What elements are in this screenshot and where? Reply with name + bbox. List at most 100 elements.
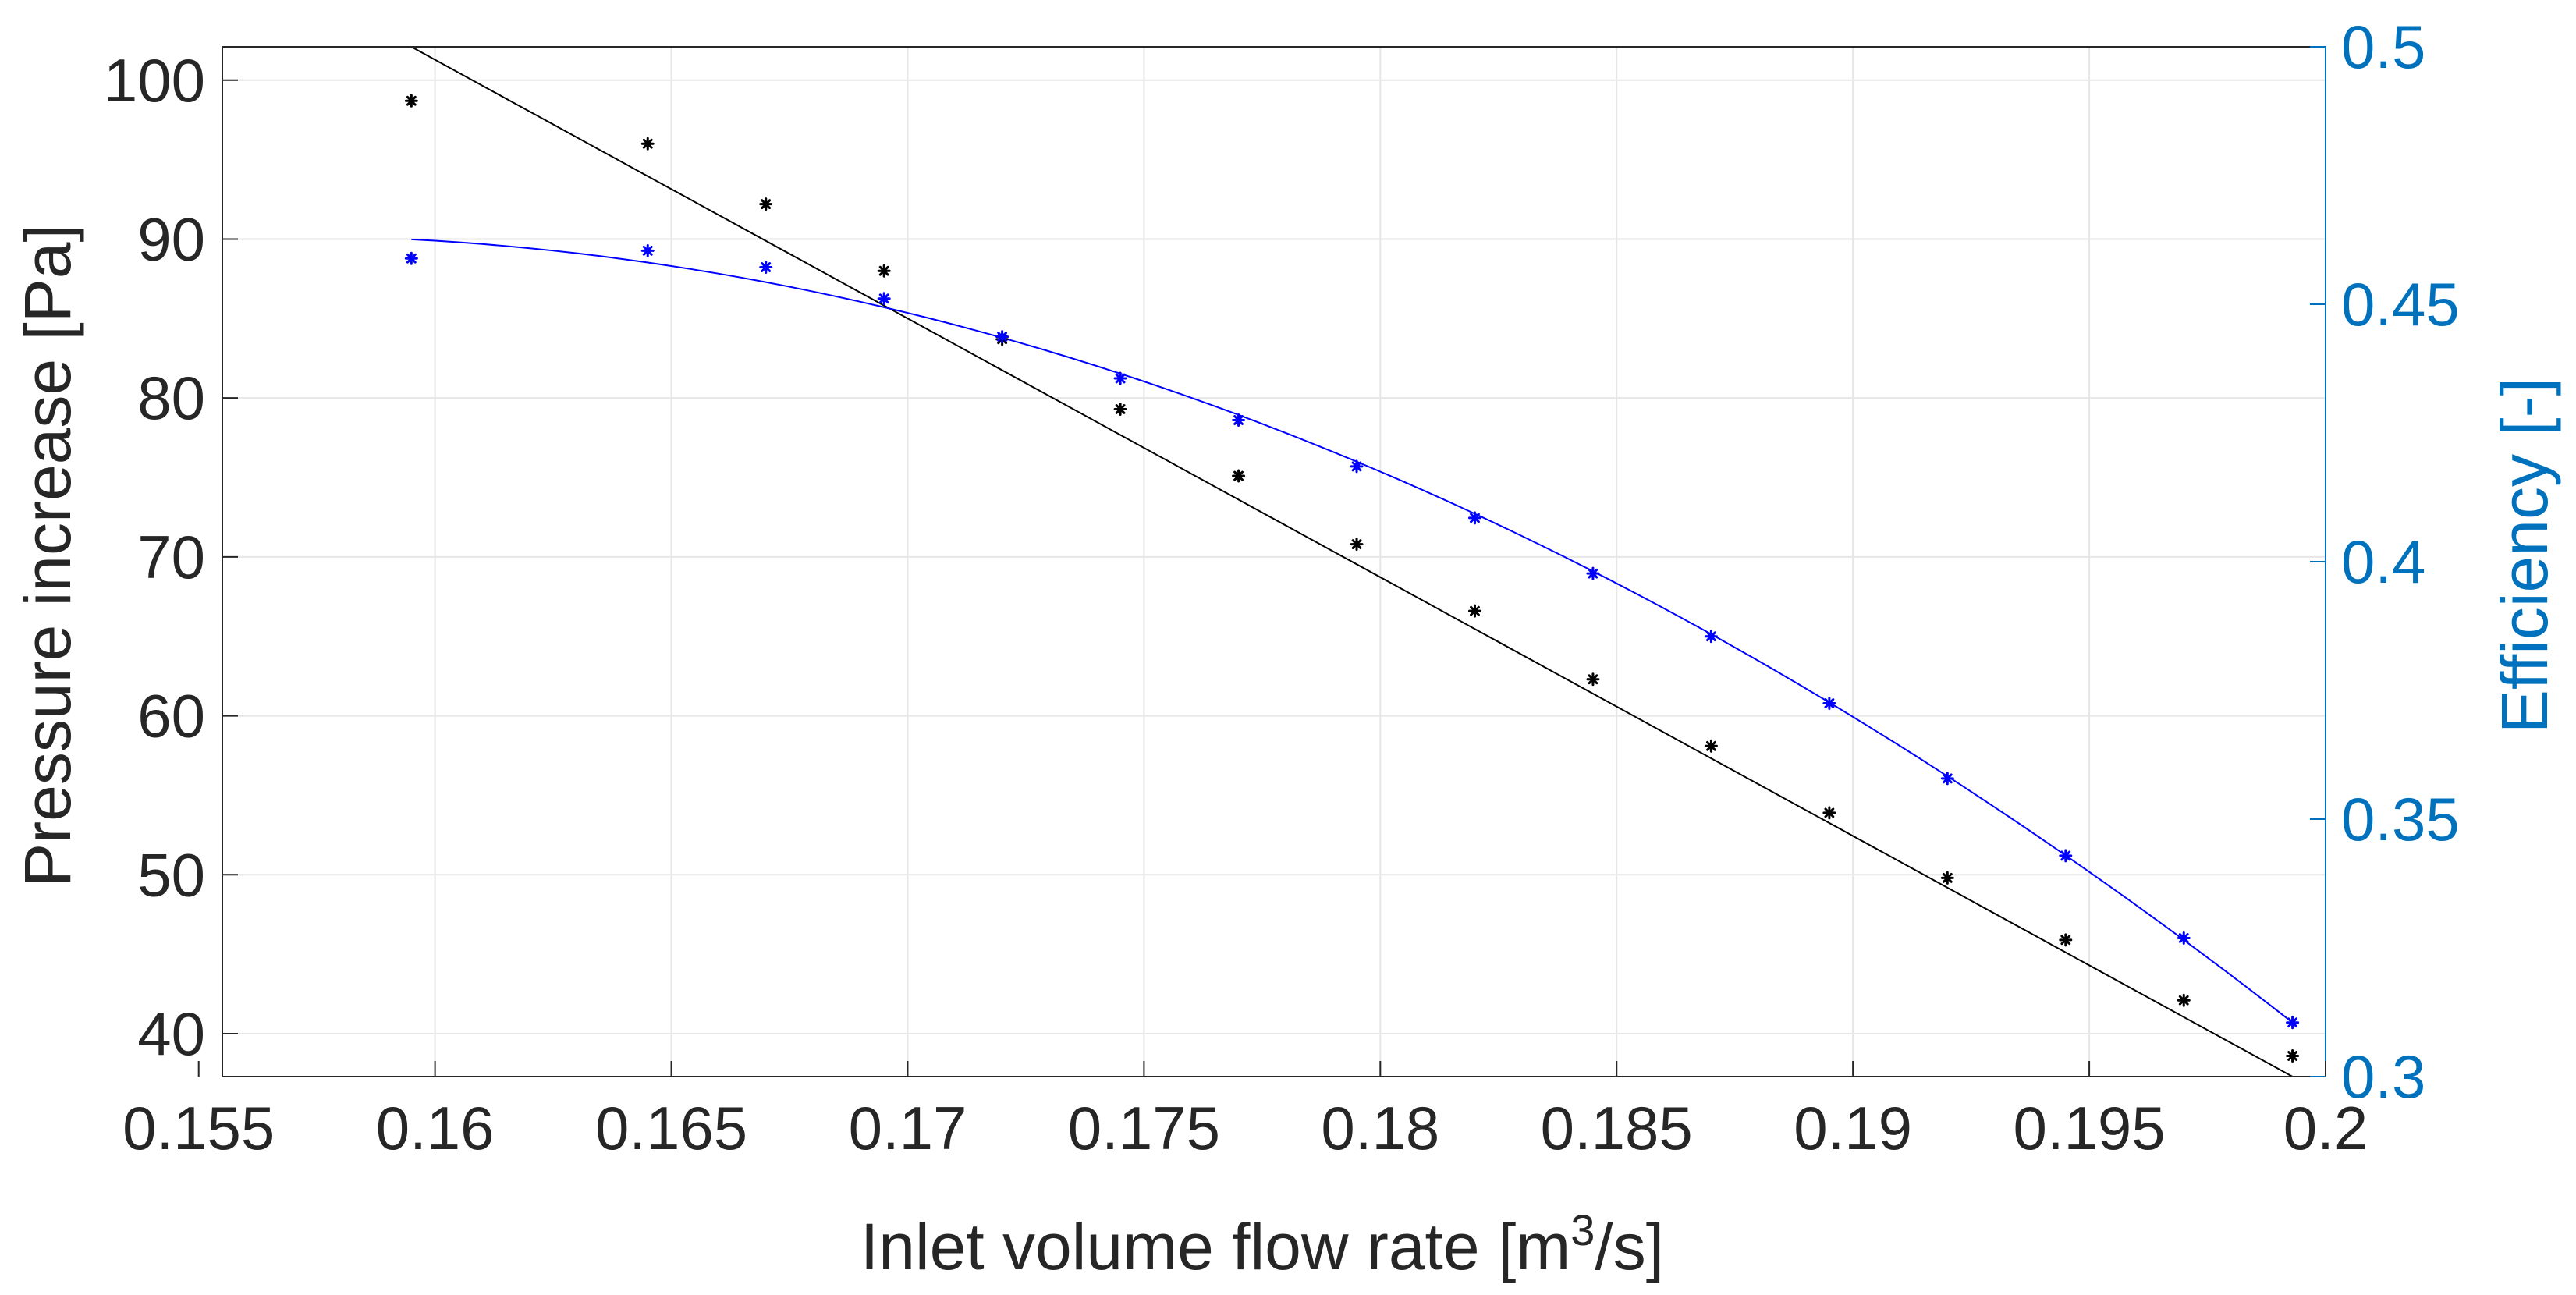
efficiency-point — [2286, 1016, 2300, 1030]
efficiency-point — [759, 260, 773, 274]
x-axis-title-superscript: 3 — [1570, 1205, 1595, 1254]
y-right-tick-label: 0.4 — [2341, 527, 2425, 596]
y-right-axis-title: Efficiency [-] — [2488, 378, 2561, 733]
pressure-increase-point — [1113, 402, 1127, 416]
pressure-increase-point — [1704, 739, 1718, 753]
star-stroke — [1470, 605, 1480, 616]
efficiency-point — [2177, 931, 2191, 945]
efficiency-point — [1467, 511, 1481, 525]
efficiency-fit-line — [411, 238, 2294, 1024]
star-stroke — [406, 95, 417, 106]
pressure-increase-point — [1232, 469, 1246, 483]
pressure-increase-point — [1350, 538, 1364, 552]
star-stroke — [1233, 415, 1244, 425]
star-stroke — [1233, 470, 1244, 481]
efficiency-point — [2059, 849, 2073, 863]
star-stroke — [1824, 698, 1835, 708]
x-axis-title-suffix: /s] — [1595, 1210, 1664, 1283]
star-stroke — [1706, 631, 1716, 642]
y-left-tick-label: 70 — [137, 523, 205, 591]
star-stroke — [878, 293, 889, 304]
efficiency-point — [877, 292, 891, 306]
y-right-tick-label: 0.3 — [2341, 1042, 2425, 1111]
efficiency-point — [640, 243, 655, 257]
star-stroke — [878, 265, 889, 276]
x-tick-label: 0.185 — [1541, 1094, 1693, 1162]
x-tick-label: 0.16 — [376, 1094, 495, 1162]
star-stroke — [2178, 995, 2189, 1006]
star-stroke — [1351, 539, 1362, 549]
star-stroke — [2287, 1017, 2297, 1028]
star-stroke — [1706, 740, 1716, 751]
pressure-increase-point — [404, 94, 418, 108]
efficiency-point — [404, 251, 418, 265]
star-stroke — [406, 253, 417, 264]
star-stroke — [2178, 933, 2189, 943]
y-right-tick-label: 0.35 — [2341, 785, 2460, 853]
y-left-tick-label: 40 — [137, 999, 205, 1068]
pressure-increase-point — [1586, 672, 1600, 687]
pressure-increase-point — [1940, 871, 1954, 885]
star-stroke — [1942, 872, 1953, 883]
star-stroke — [642, 138, 653, 149]
y-left-axis-ticks: 40 50 60 70 80 90 100 — [104, 46, 238, 1068]
x-tick-label: 0.195 — [2013, 1094, 2165, 1162]
x-tick-label: 0.19 — [1794, 1094, 1912, 1162]
star-stroke — [1942, 773, 1953, 784]
star-stroke — [2287, 1051, 2297, 1061]
star-stroke — [2060, 935, 2071, 946]
star-stroke — [1351, 461, 1362, 472]
efficiency-point — [1113, 371, 1127, 385]
pressure-increase-point — [2059, 933, 2073, 947]
x-axis-title: Inlet volume flow rate [m3/s] — [860, 1205, 1664, 1284]
star-stroke — [761, 199, 772, 210]
x-tick-label: 0.18 — [1321, 1094, 1439, 1162]
pressure-increase-point — [2177, 993, 2191, 1007]
x-tick-label: 0.165 — [595, 1094, 747, 1162]
x-axis-ticks: 0.155 0.16 0.165 0.17 0.175 0.18 0.185 0.19 0.19… — [122, 1061, 2368, 1162]
grid — [222, 47, 2326, 1077]
data-markers — [404, 94, 2300, 1063]
y-right-tick-label: 0.45 — [2341, 270, 2460, 339]
efficiency-point — [1586, 566, 1600, 580]
efficiency-point — [995, 330, 1009, 344]
y-left-tick-label: 50 — [137, 840, 205, 909]
y-left-tick-label: 80 — [137, 364, 205, 432]
efficiency-point — [1822, 697, 1836, 710]
star-stroke — [761, 262, 772, 272]
star-stroke — [1115, 373, 1126, 384]
x-tick-label: 0.175 — [1068, 1094, 1220, 1162]
pressure-increase-point — [640, 137, 655, 151]
star-stroke — [997, 332, 1008, 342]
star-stroke — [1824, 807, 1835, 818]
star-stroke — [2060, 850, 2071, 861]
pressure-increase-point — [759, 197, 773, 211]
y-left-tick-label: 100 — [104, 46, 205, 115]
y-left-axis-title: Pressure increase [Pa] — [11, 224, 84, 887]
star-stroke — [1470, 513, 1480, 523]
efficiency-point — [1940, 772, 1954, 786]
star-stroke — [1588, 674, 1598, 685]
y-right-axis-ticks: 0.3 0.35 0.4 0.45 0.5 — [2310, 12, 2460, 1111]
pressure-increase-fit-line — [410, 46, 2294, 1077]
fit-lines — [410, 46, 2294, 1077]
pressure-increase-point — [877, 264, 891, 278]
x-axis-title-prefix: Inlet volume flow rate [m — [860, 1210, 1570, 1283]
efficiency-point — [1232, 413, 1246, 427]
x-tick-label: 0.17 — [849, 1094, 967, 1162]
x-tick-label: 0.155 — [122, 1094, 275, 1162]
y-left-tick-label: 90 — [137, 204, 205, 273]
efficiency-point — [1704, 630, 1718, 644]
pressure-increase-point — [2286, 1049, 2300, 1063]
y-right-tick-label: 0.5 — [2341, 12, 2425, 81]
pressure-increase-point — [1822, 806, 1836, 820]
star-stroke — [1115, 404, 1126, 414]
pressure-increase-point — [1467, 604, 1481, 618]
star-stroke — [1588, 568, 1598, 579]
y-left-tick-label: 60 — [137, 682, 205, 750]
x-tick-label: 0.2 — [2283, 1094, 2368, 1162]
efficiency-point — [1350, 459, 1364, 474]
star-stroke — [642, 245, 653, 256]
